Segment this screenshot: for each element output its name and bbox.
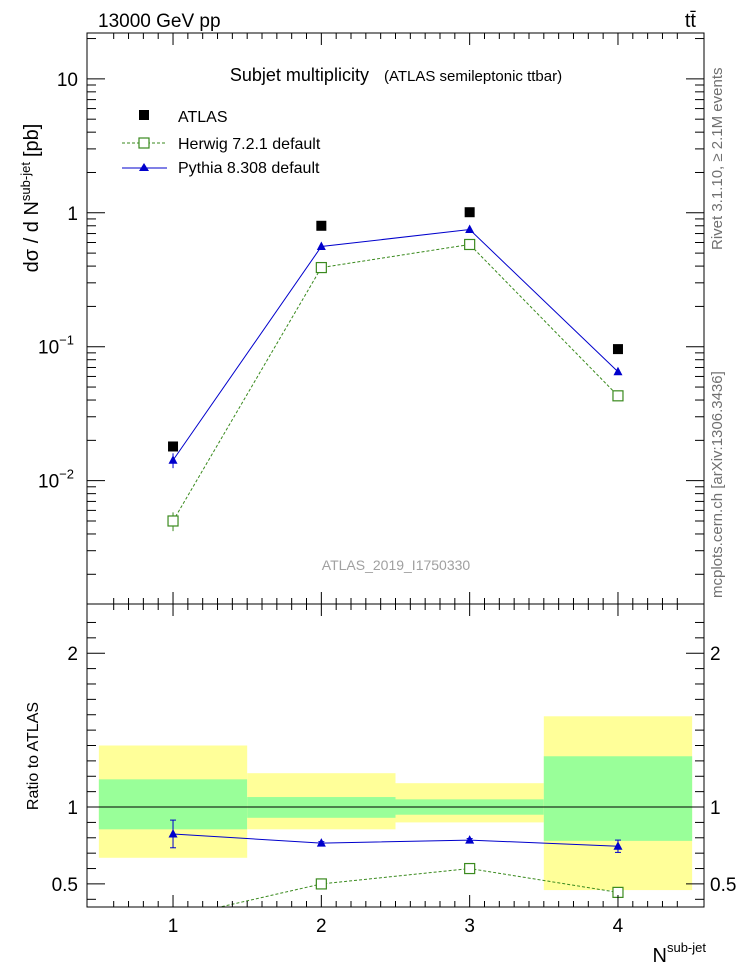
ratio-y-tick-label-right: 0.5	[710, 875, 736, 896]
chart-subtitle: (ATLAS semileptonic ttbar)	[384, 68, 562, 85]
ratio-y-tick-label: 1	[67, 798, 78, 819]
legend-label-atlas: ATLAS	[178, 109, 228, 126]
chart-title: Subjet multiplicity (ATLAS semileptonic …	[230, 65, 562, 85]
uncertainty-band-inner	[543, 756, 693, 841]
y-axis-label-main: dσ / d N	[21, 201, 43, 272]
y-tick-label: 10−1	[38, 333, 74, 359]
legend-marker-atlas	[139, 110, 149, 120]
ratio-y-tick-label-right: 1	[710, 798, 721, 819]
ratio-y-tick-label-right: 2	[710, 644, 721, 665]
ratio-y-tick-label: 2	[67, 644, 78, 665]
y-tick-label: 10	[57, 70, 78, 91]
chart-title-main: Subjet multiplicity	[230, 65, 369, 85]
main-panel: 10−2 10−1 1 10 Subjet multiplicity (ATLAS s…	[18, 32, 705, 605]
x-tick-label: 4	[613, 916, 624, 937]
rivet-text: Rivet 3.1.10, ≥ 2.1M events	[709, 68, 726, 251]
legend-marker-herwig	[138, 137, 150, 149]
atlas-point	[316, 220, 327, 231]
herwig-line	[172, 243, 619, 522]
x-tick-label: 2	[316, 916, 327, 937]
x-tick-label: 1	[168, 916, 179, 937]
ratio-y-axis-label: Ratio to ATLAS	[25, 702, 42, 810]
x-axis-label-main: N	[653, 945, 667, 967]
legend: ATLAS Herwig 7.2.1 default Pythia 8.308 …	[122, 109, 321, 177]
pythia-ratio-point	[316, 838, 326, 847]
legend-label-herwig: Herwig 7.2.1 default	[178, 136, 321, 153]
energy-label: 13000 GeV pp	[98, 11, 221, 32]
herwig-ratio-point	[315, 878, 327, 890]
herwig-point	[167, 515, 179, 527]
y-tick-label: 1	[67, 204, 78, 225]
y-tick-label: 10−2	[38, 467, 74, 493]
ratio-y-tick-label: 0.5	[52, 875, 78, 896]
pythia-point	[168, 455, 178, 464]
x-tick-label: 3	[464, 916, 475, 937]
herwig-ratio-point	[464, 862, 476, 875]
pythia-line	[172, 229, 619, 461]
herwig-point	[315, 261, 327, 274]
pythia-ratio-point	[465, 835, 475, 844]
pythia-ratio-line	[172, 833, 618, 847]
atlas-point	[168, 441, 179, 452]
pythia-ratio-point	[613, 841, 623, 850]
y-axis-label: dσ / d Nsub-jet [pb]	[18, 124, 43, 273]
atlas-point	[464, 207, 475, 218]
y-axis-label-unit: [pb]	[21, 124, 43, 157]
x-axis-label-sup: sub-jet	[667, 940, 706, 955]
atlas-point	[612, 344, 623, 355]
analysis-id: ATLAS_2019_I1750330	[322, 557, 471, 573]
process-label: tt̄	[685, 10, 697, 32]
legend-marker-pythia	[139, 163, 149, 171]
mcplots-text: mcplots.cern.ch [arXiv:1306.3436]	[709, 371, 726, 598]
pythia-ratio-point	[168, 828, 178, 838]
herwig-ratio-line	[217, 868, 619, 907]
herwig-point	[612, 390, 624, 402]
pythia-point	[316, 241, 326, 251]
herwig-point	[464, 238, 476, 251]
x-axis-label: Nsub-jet	[653, 940, 707, 967]
legend-label-pythia: Pythia 8.308 default	[178, 160, 320, 177]
pythia-point	[465, 224, 475, 234]
ratio-panel: 1 2 3 4 0.5 0.5 1 1 2 2 Ratio to ATLAS Nsub-jet	[25, 603, 736, 967]
pythia-point	[613, 366, 623, 376]
y-axis-label-sup: sub-jet	[18, 162, 33, 201]
